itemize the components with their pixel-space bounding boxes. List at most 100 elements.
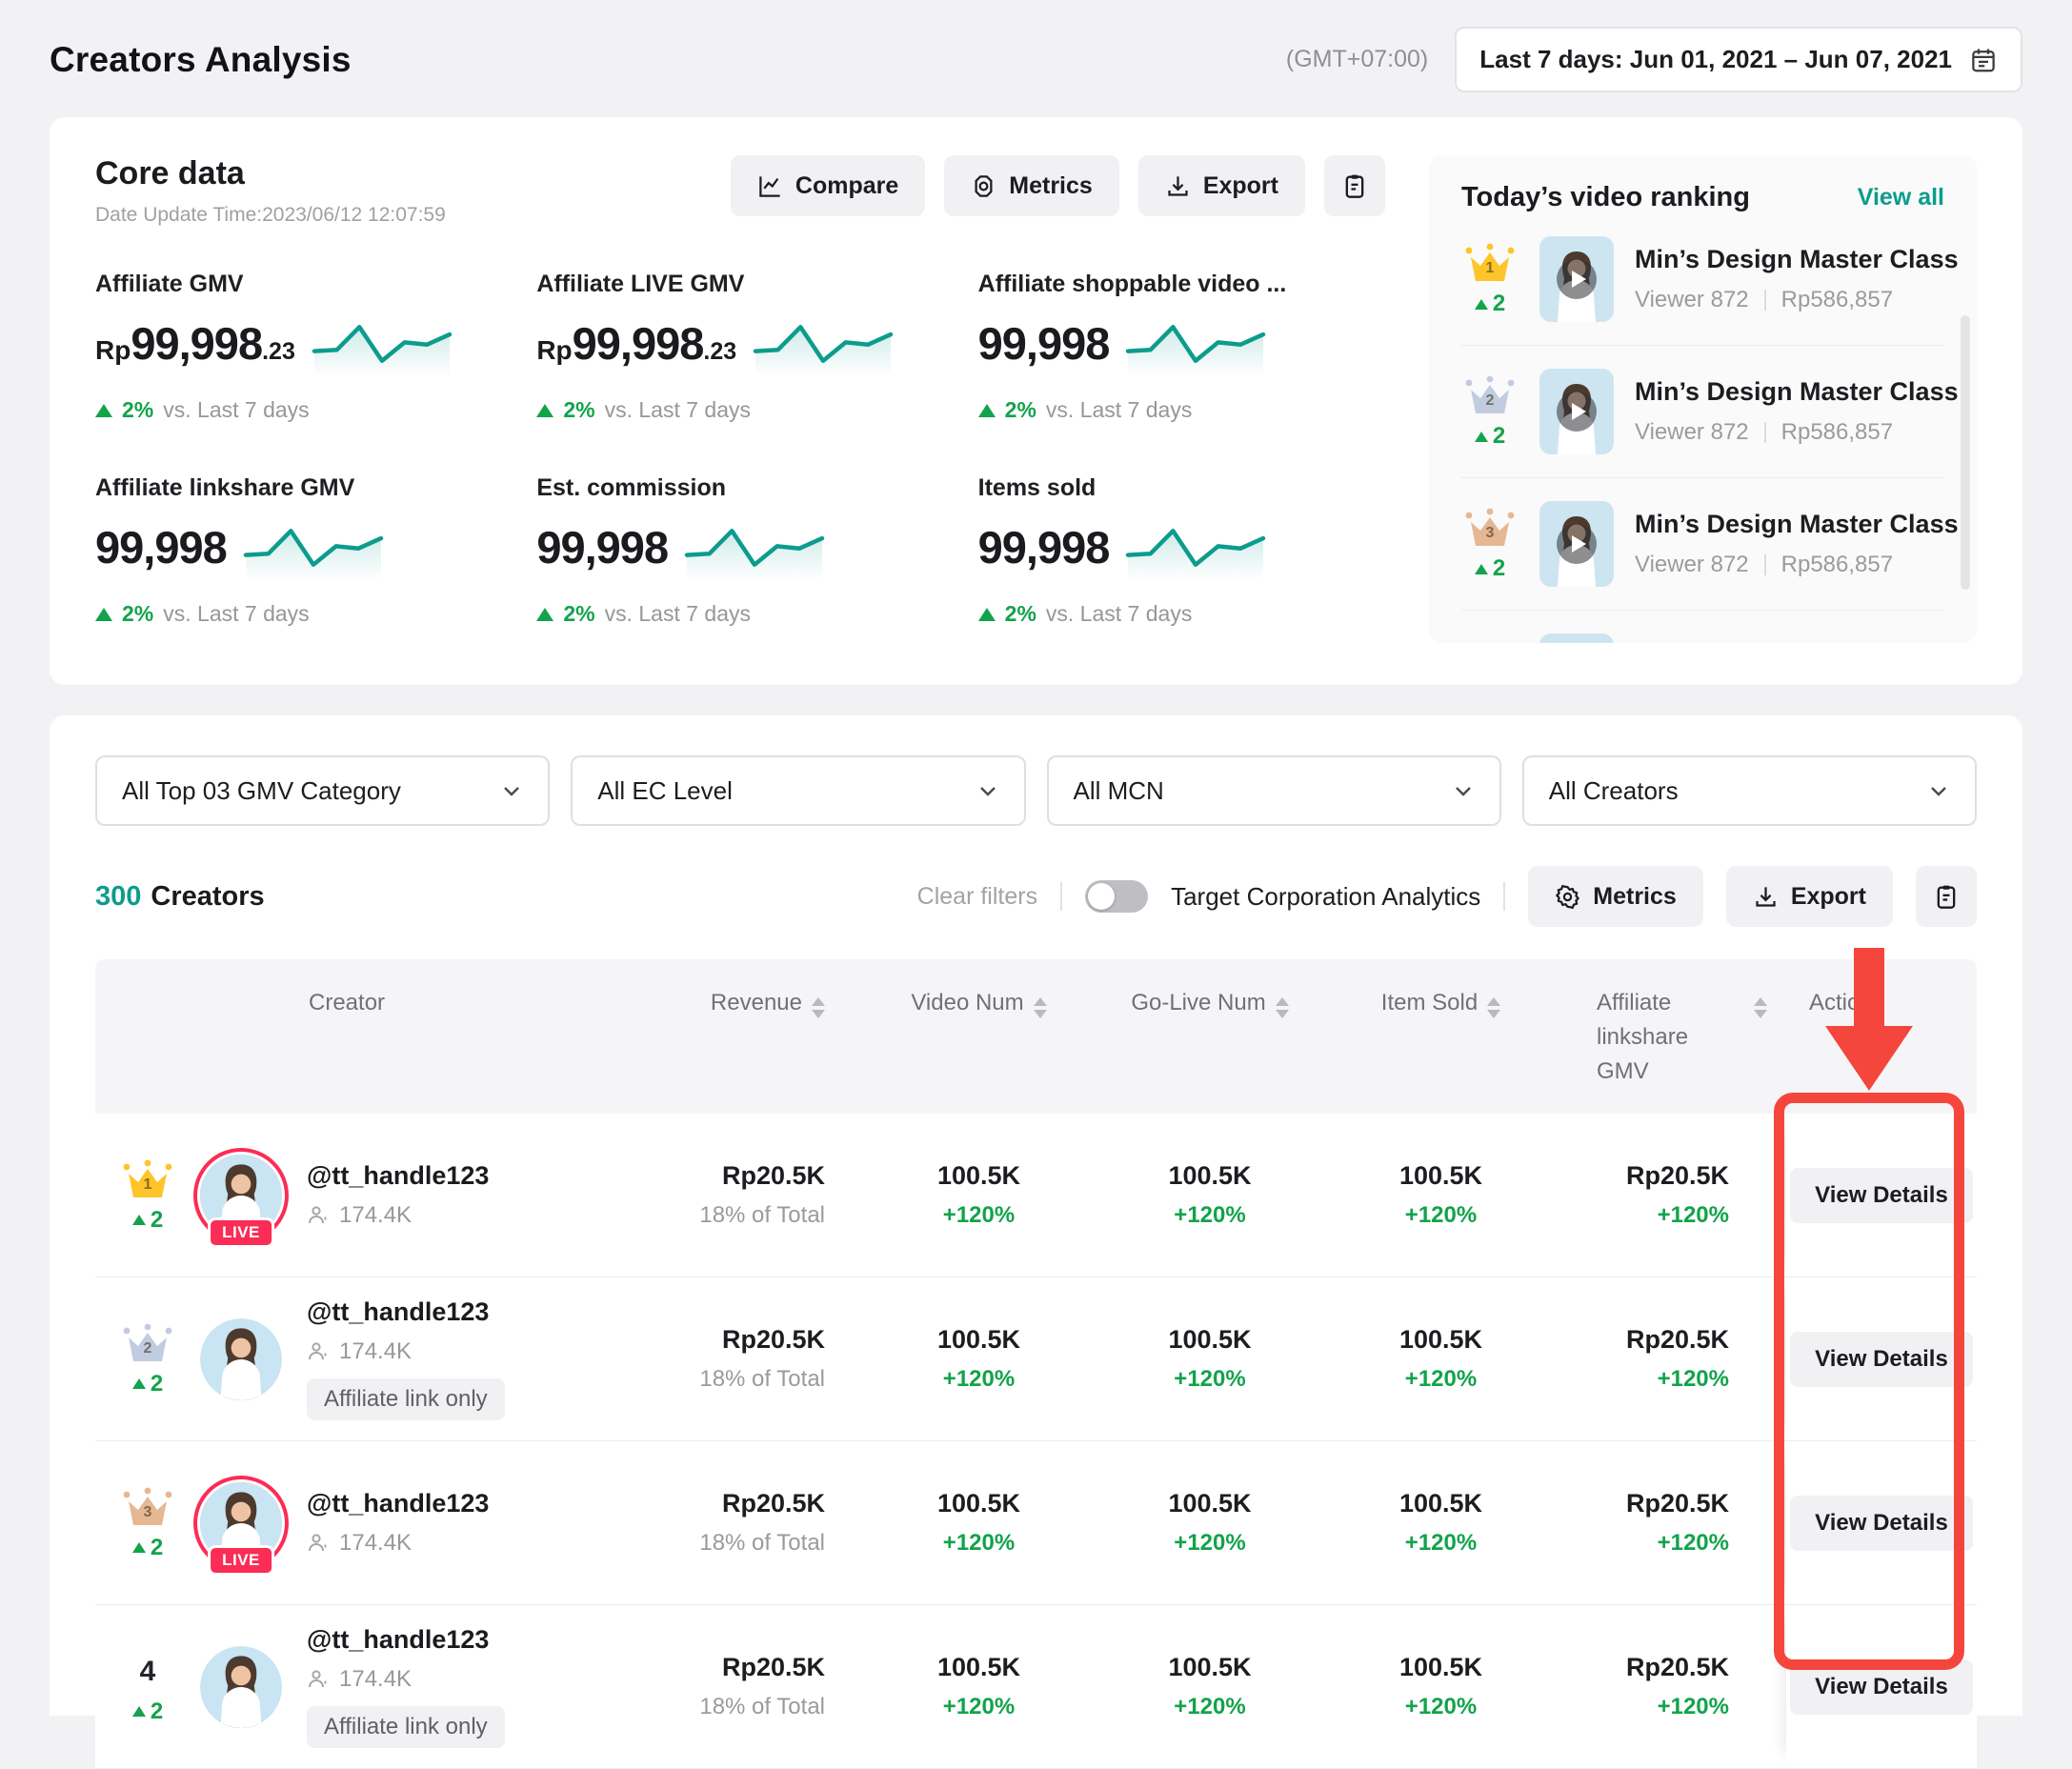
- clipboard-icon: [1341, 172, 1368, 199]
- up-triangle-icon: [1475, 432, 1488, 442]
- compare-button[interactable]: Compare: [731, 155, 925, 216]
- creator-handle[interactable]: @tt_handle123: [307, 1625, 505, 1655]
- video-thumbnail[interactable]: [1539, 236, 1614, 322]
- col-revenue[interactable]: Revenue: [629, 986, 867, 1020]
- core-updated-time: Date Update Time:2023/06/12 12:07:59: [95, 204, 446, 227]
- metric-change: 2%: [563, 397, 594, 423]
- date-range-picker[interactable]: Last 7 days: Jun 01, 2021 – Jun 07, 2021: [1455, 27, 2022, 92]
- ranking-item: 4 Min’s Design Master Class Viewer 872Rp…: [1461, 611, 1944, 643]
- table-copy-button[interactable]: [1916, 866, 1977, 927]
- play-icon: [1557, 259, 1597, 299]
- creators-analysis-page: Creators Analysis (GMT+07:00) Last 7 day…: [0, 0, 2072, 1762]
- golive-num-change: +120%: [1174, 1694, 1245, 1720]
- chevron-down-icon: [1927, 779, 1950, 802]
- sparkline-chart: [242, 521, 385, 580]
- core-metrics-grid: Affiliate GMV Rp99,998.23 2%vs. Last 7 d…: [95, 271, 1385, 627]
- revenue-share: 18% of Total: [699, 1694, 825, 1720]
- viewer-count: Viewer 872: [1635, 287, 1749, 313]
- item-sold-change: +120%: [1405, 1530, 1477, 1557]
- gmv-category-dropdown[interactable]: All Top 03 GMV Category: [95, 755, 550, 826]
- gmv-change: +120%: [1658, 1530, 1729, 1557]
- download-icon: [1753, 884, 1779, 910]
- metric-change: 2%: [563, 601, 594, 627]
- creators-count-label: Creators: [151, 881, 264, 912]
- toggle-label: Target Corporation Analytics: [1171, 882, 1480, 912]
- video-num-value: 100.5K: [937, 1489, 1020, 1518]
- metric-value: 99,998: [978, 317, 1110, 370]
- metric-value: 99,998: [573, 317, 704, 370]
- gmv-value: Rp20.5K: [1626, 1161, 1729, 1191]
- golive-num-value: 100.5K: [1168, 1489, 1251, 1518]
- gmv-value: Rp20.5K: [1626, 1325, 1729, 1355]
- col-video-num[interactable]: Video Num: [867, 986, 1091, 1020]
- follower-count: 174.4K: [339, 1530, 412, 1557]
- golive-num-change: +120%: [1174, 1202, 1245, 1229]
- top-right: (GMT+07:00) Last 7 days: Jun 01, 2021 – …: [1286, 27, 2022, 92]
- metric-decimal: .23: [703, 338, 736, 366]
- golive-num-change: +120%: [1174, 1366, 1245, 1393]
- creator-handle[interactable]: @tt_handle123: [307, 1489, 489, 1518]
- export-button[interactable]: Export: [1138, 155, 1305, 216]
- col-affiliate-gmv[interactable]: Affiliate linkshare GMV: [1553, 986, 1786, 1089]
- core-buttons: Compare Metrics: [731, 155, 1385, 216]
- rank-change: 2: [1475, 291, 1505, 317]
- view-details-button[interactable]: View Details: [1790, 1332, 1973, 1387]
- rank-change: 2: [132, 1699, 163, 1725]
- item-sold-value: 100.5K: [1399, 1325, 1482, 1355]
- creators-dropdown[interactable]: All Creators: [1522, 755, 1977, 826]
- metrics-gear-icon: [971, 173, 996, 199]
- creator-avatar[interactable]: [200, 1646, 282, 1728]
- metric-change: 2%: [122, 397, 153, 423]
- video-revenue: Rp586,857: [1781, 419, 1893, 446]
- follower-count: 174.4K: [339, 1666, 412, 1693]
- scrollbar-thumb[interactable]: [1961, 315, 1970, 590]
- metric-card-affiliate-live-gmv: Affiliate LIVE GMV Rp99,998.23 2%vs. Las…: [536, 271, 943, 423]
- silver-crown-icon: 2: [1463, 373, 1517, 419]
- col-golive-num[interactable]: Go-Live Num: [1091, 986, 1329, 1020]
- copy-report-button[interactable]: [1324, 155, 1385, 216]
- ec-level-dropdown[interactable]: All EC Level: [571, 755, 1025, 826]
- metric-decimal: .23: [262, 338, 295, 366]
- video-num-value: 100.5K: [937, 1161, 1020, 1191]
- creator-avatar[interactable]: LIVE: [200, 1482, 282, 1564]
- metric-card-affiliate-gmv: Affiliate GMV Rp99,998.23 2%vs. Last 7 d…: [95, 271, 502, 423]
- creator-handle[interactable]: @tt_handle123: [307, 1297, 505, 1327]
- affiliate-link-only-tag: Affiliate link only: [307, 1378, 505, 1420]
- up-triangle-icon: [536, 404, 553, 417]
- sort-icon: [1754, 997, 1767, 1018]
- creators-table: Creator Revenue Video Num Go-Live Num It…: [95, 959, 1977, 1769]
- view-details-button[interactable]: View Details: [1790, 1496, 1973, 1551]
- view-details-button[interactable]: View Details: [1790, 1168, 1973, 1223]
- view-details-button[interactable]: View Details: [1790, 1659, 1973, 1715]
- creator-avatar[interactable]: [200, 1318, 282, 1400]
- col-item-sold[interactable]: Item Sold: [1329, 986, 1553, 1020]
- up-triangle-icon: [978, 404, 996, 417]
- creator-avatar[interactable]: LIVE: [200, 1155, 282, 1236]
- gmv-change: +120%: [1658, 1694, 1729, 1720]
- video-revenue: Rp586,857: [1781, 552, 1893, 578]
- core-titles: Core data Date Update Time:2023/06/12 12…: [95, 155, 446, 227]
- divider: [1764, 290, 1766, 311]
- chevron-down-icon: [976, 779, 999, 802]
- video-revenue: Rp586,857: [1781, 287, 1893, 313]
- video-thumbnail[interactable]: [1539, 501, 1614, 587]
- video-thumbnail[interactable]: [1539, 369, 1614, 454]
- line-chart-icon: [757, 173, 783, 199]
- video-thumbnail[interactable]: [1539, 633, 1614, 643]
- view-all-link[interactable]: View all: [1858, 184, 1944, 211]
- table-export-button[interactable]: Export: [1726, 866, 1893, 927]
- target-analytics-toggle[interactable]: [1085, 880, 1148, 913]
- item-sold-change: +120%: [1405, 1694, 1477, 1720]
- table-toolbar: 300Creators Clear filters Target Corpora…: [95, 866, 1977, 927]
- up-triangle-icon: [132, 1215, 146, 1225]
- creator-handle[interactable]: @tt_handle123: [307, 1161, 489, 1191]
- follower-count: 174.4K: [339, 1338, 412, 1365]
- divider: [1764, 554, 1766, 575]
- clear-filters-link[interactable]: Clear filters: [917, 883, 1037, 911]
- metrics-button[interactable]: Metrics: [944, 155, 1119, 216]
- mcn-dropdown[interactable]: All MCN: [1047, 755, 1501, 826]
- table-metrics-button[interactable]: Metrics: [1528, 866, 1703, 927]
- revenue-value: Rp20.5K: [722, 1161, 825, 1191]
- clipboard-icon: [1933, 883, 1960, 910]
- gmv-value: Rp20.5K: [1626, 1653, 1729, 1682]
